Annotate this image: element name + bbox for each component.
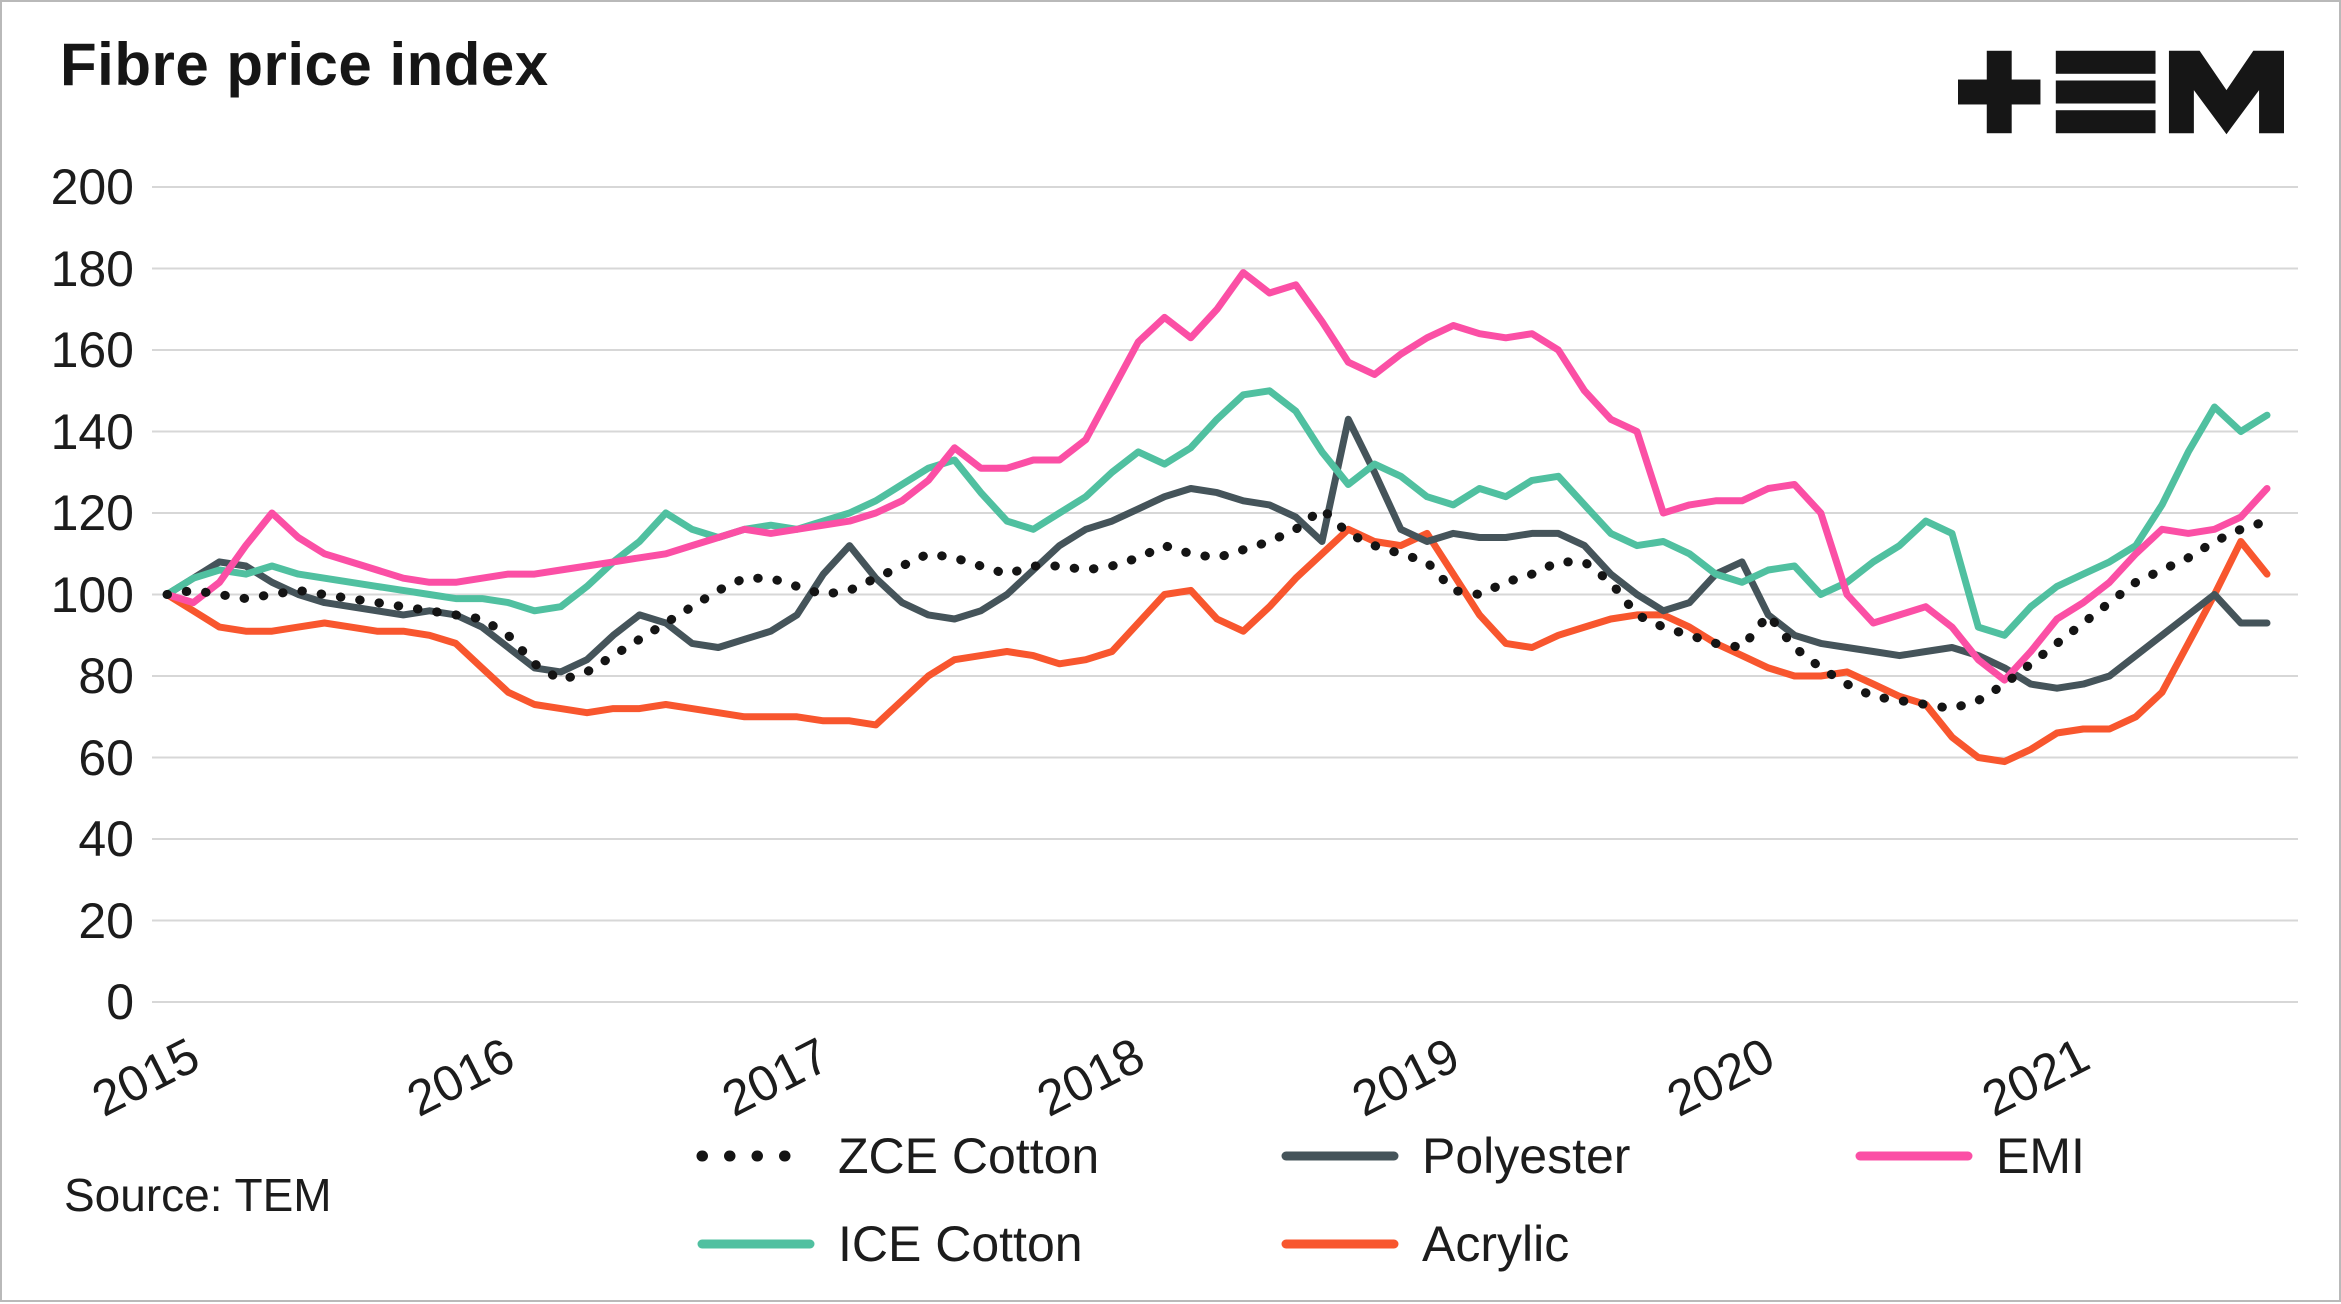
source-note: Source: TEM [64, 1169, 332, 1221]
y-tick-label-180: 180 [50, 240, 134, 297]
y-tick-label-160: 160 [50, 322, 134, 378]
legend-item-emi: EMI [1854, 1124, 2085, 1188]
legend-item-acrylic: Acrylic [1280, 1212, 1569, 1276]
y-tick-label-200: 200 [50, 159, 134, 215]
y-tick-label-80: 80 [78, 648, 134, 704]
legend-swatch-ice-cotton [697, 1239, 815, 1249]
series-line-emi [163, 269, 2271, 684]
series-line-acrylic [163, 525, 2271, 766]
y-tick-label-140: 140 [50, 403, 134, 460]
series-line-polyester [163, 415, 2271, 692]
legend-label-acrylic: Acrylic [1422, 1216, 1570, 1272]
tem-logo-icon [1958, 50, 2284, 135]
legend-item-zce-cotton: ZCE Cotton [696, 1124, 1099, 1188]
series-line-ice-cotton [163, 387, 2271, 639]
legend-label-ice-cotton: ICE Cotton [838, 1216, 1083, 1272]
legend-swatch-emi [1855, 1151, 1973, 1161]
legend-item-polyester: Polyester [1280, 1124, 1630, 1188]
y-tick-label-60: 60 [78, 729, 134, 786]
tem-logo [1958, 42, 2284, 142]
legend-label-polyester: Polyester [1422, 1128, 1631, 1184]
legend-swatch-zce-cotton [696, 1150, 816, 1162]
y-tick-label-40: 40 [78, 811, 134, 867]
legend-swatch-acrylic [1281, 1239, 1399, 1249]
legend-label-zce-cotton: ZCE Cotton [838, 1128, 1100, 1184]
y-tick-label-0: 0 [106, 974, 134, 1030]
y-tick-label-20: 20 [78, 892, 134, 949]
chart-title: Fibre price index [60, 31, 549, 98]
y-tick-label-100: 100 [50, 566, 134, 623]
legend-item-ice-cotton: ICE Cotton [696, 1212, 1083, 1276]
legend-label-emi: EMI [1996, 1128, 2085, 1184]
y-tick-label-120: 120 [50, 485, 134, 541]
legend-swatch-polyester [1281, 1151, 1399, 1161]
